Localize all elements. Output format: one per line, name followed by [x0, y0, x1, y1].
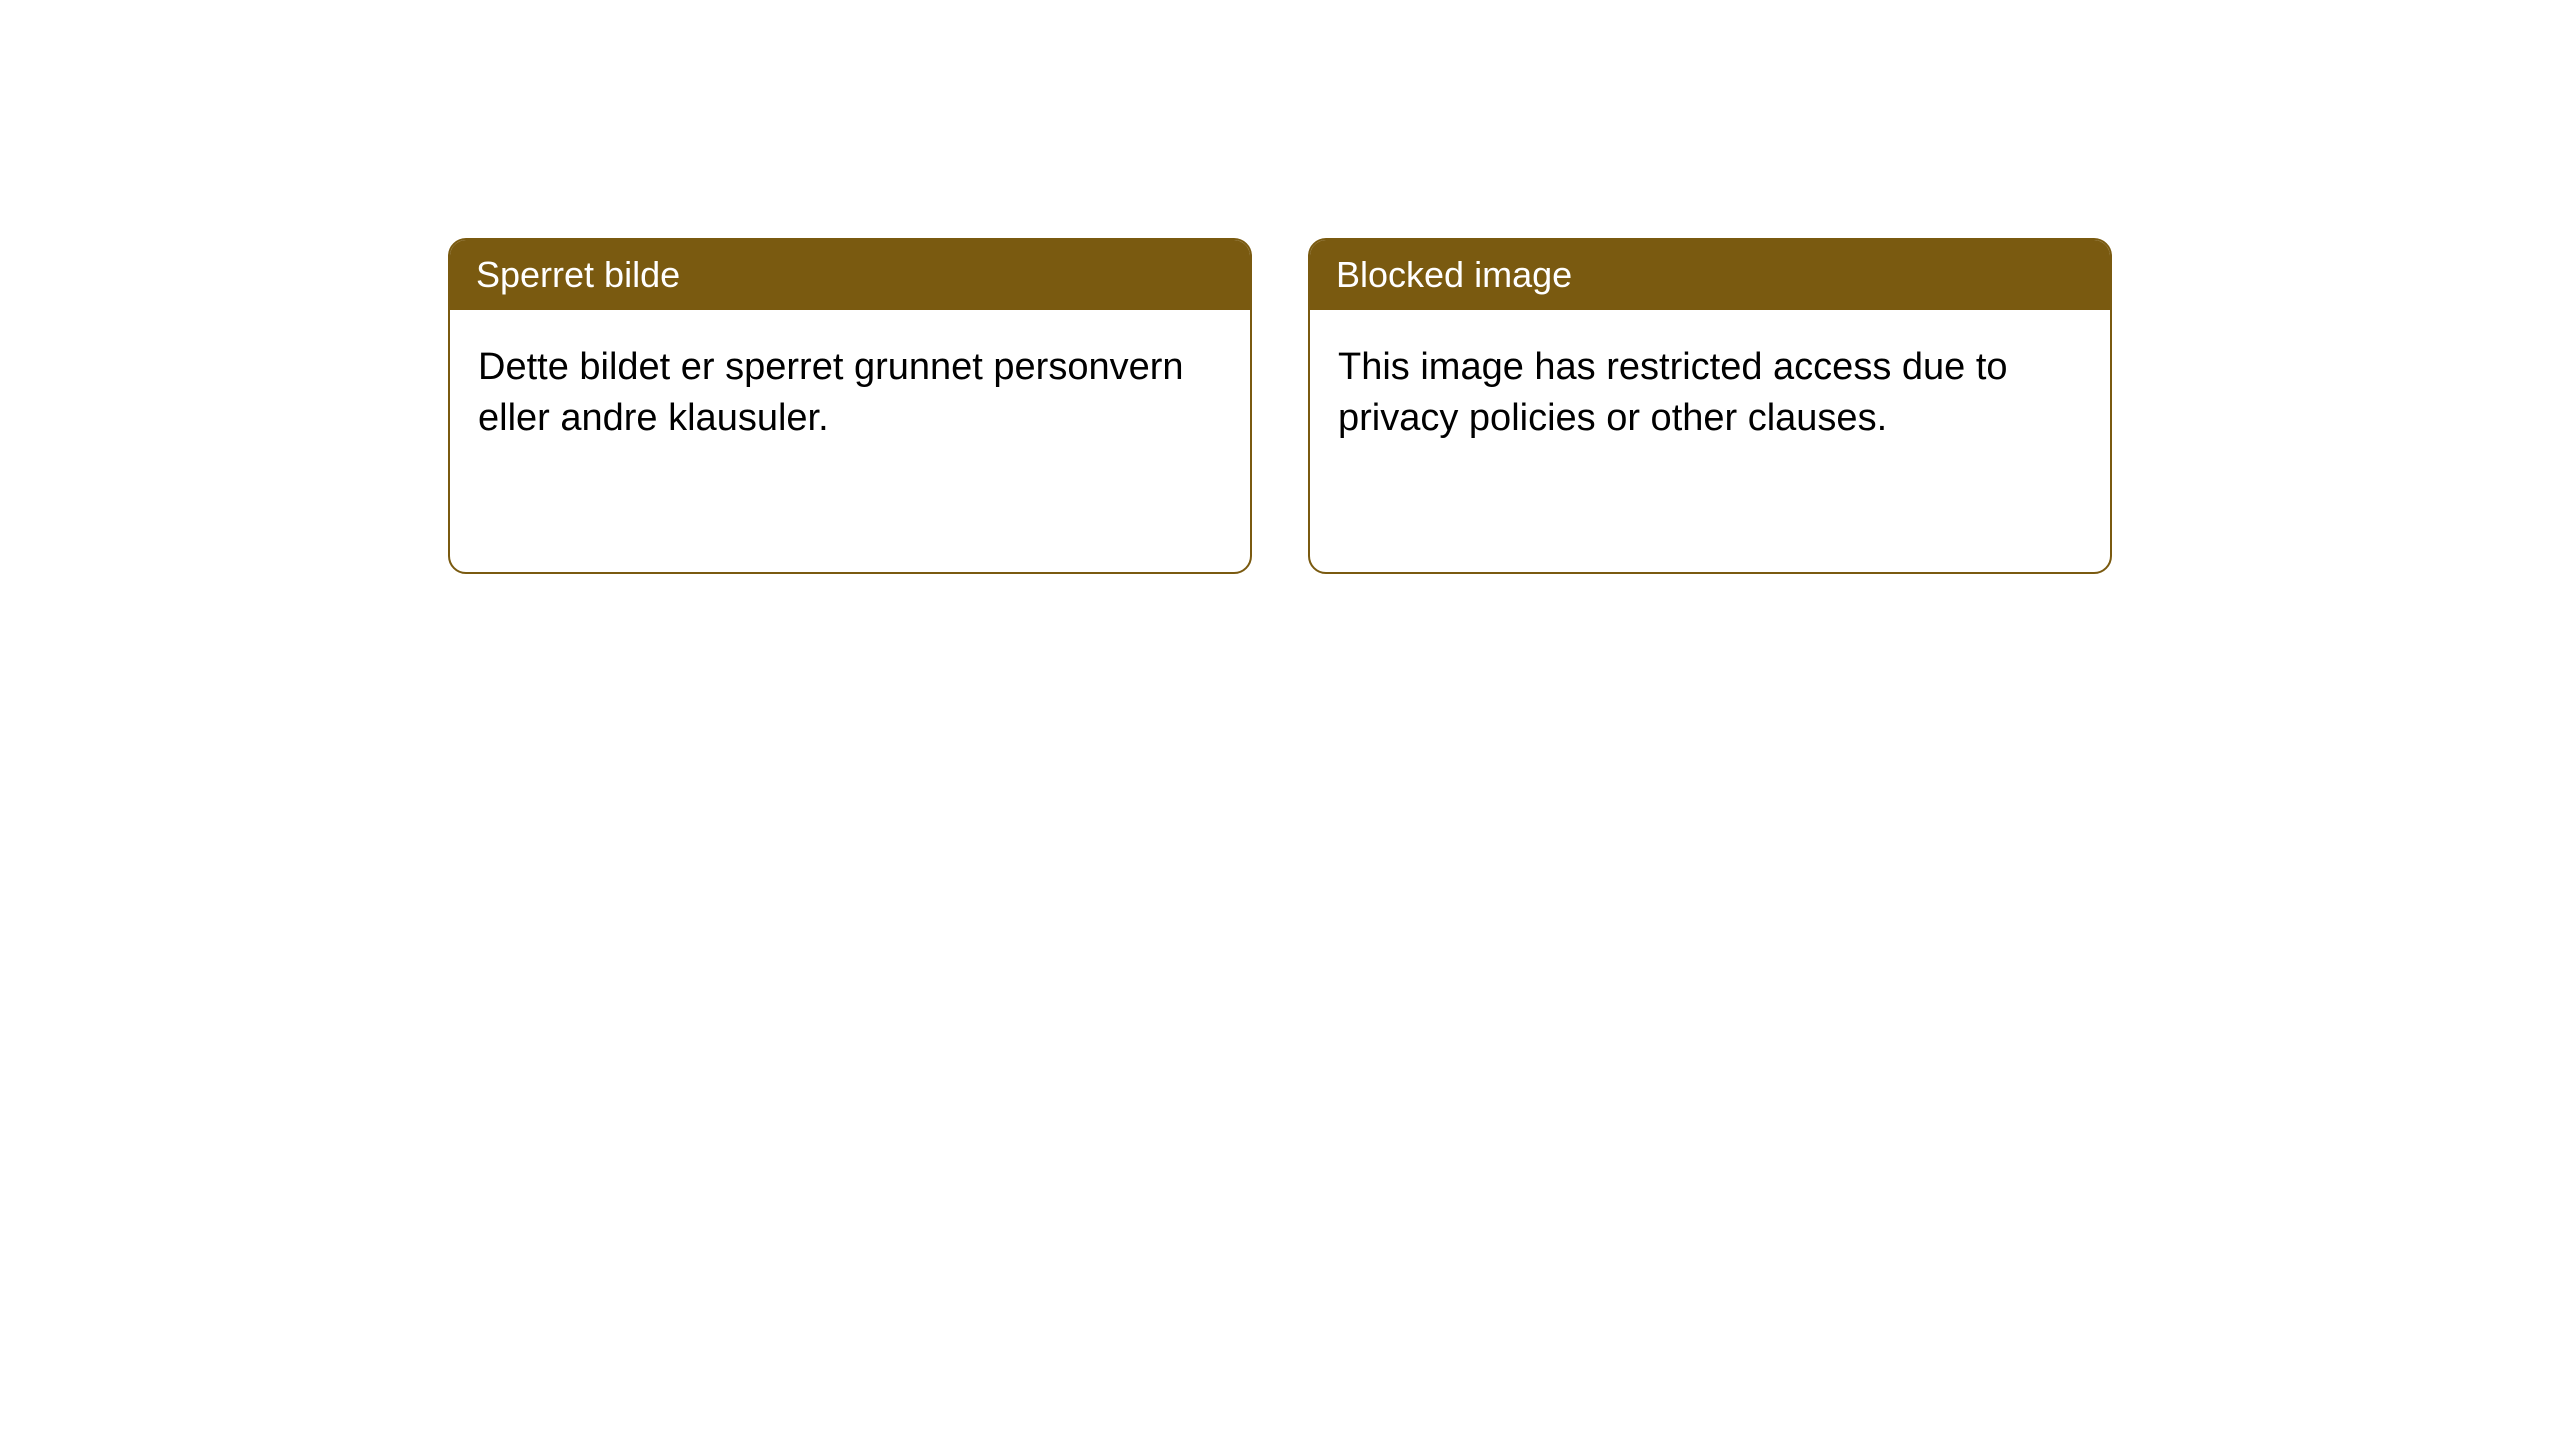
card-body-text: Dette bildet er sperret grunnet personve…	[478, 346, 1184, 439]
card-header: Sperret bilde	[450, 240, 1250, 310]
card-header: Blocked image	[1310, 240, 2110, 310]
card-title: Blocked image	[1336, 254, 1572, 295]
card-body-text: This image has restricted access due to …	[1338, 346, 2008, 439]
card-title: Sperret bilde	[476, 254, 680, 295]
notice-card-norwegian: Sperret bilde Dette bildet er sperret gr…	[448, 238, 1252, 574]
card-body: Dette bildet er sperret grunnet personve…	[450, 310, 1250, 477]
card-body: This image has restricted access due to …	[1310, 310, 2110, 477]
notice-container: Sperret bilde Dette bildet er sperret gr…	[0, 0, 2560, 574]
notice-card-english: Blocked image This image has restricted …	[1308, 238, 2112, 574]
